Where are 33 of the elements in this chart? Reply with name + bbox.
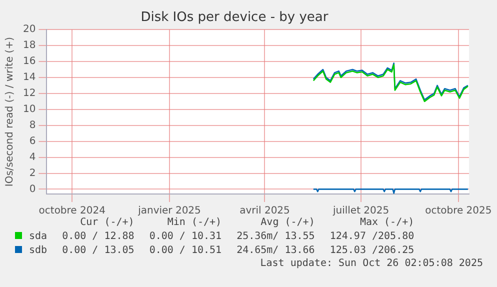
text: Min (-/+) (166, 216, 223, 230)
x-tick-label: octobre 2024 (38, 206, 106, 217)
y-tick-label: 20 (22, 24, 36, 36)
y-tick-label: 8 (29, 120, 36, 131)
legend-label: sda (28, 230, 48, 244)
y-tick-label: 2 (29, 168, 36, 179)
y-tick-label: 12 (22, 88, 36, 100)
text: 0.00 / 12.88 (61, 230, 136, 244)
legend-label: sdb (28, 244, 48, 258)
y-tick-label: 10 (22, 104, 36, 115)
y-tick-label: 18 (22, 40, 36, 52)
chart-title: Disk IOs per device - by year (140, 10, 329, 26)
text: 125.03 /206.25 (328, 244, 416, 258)
text: 0.00 / 10.31 (148, 230, 223, 244)
x-tick-label: janvier 2025 (137, 206, 201, 217)
y-tick-label: 14 (22, 72, 36, 84)
text: Cur (-/+) (79, 216, 136, 230)
text: 0.00 / 10.51 (148, 244, 223, 258)
text: Last update: Sun Oct 26 02:05:08 2025 (259, 258, 484, 270)
text: 0.00 / 13.05 (61, 244, 136, 258)
y-tick-label: 4 (29, 152, 36, 163)
y-axis-title: IOs/second read (-) / write (+) (4, 36, 16, 187)
x-tick-label: juillet 2025 (332, 206, 390, 217)
text: 25.36m/ 13.55 (236, 230, 316, 244)
x-tick-label: avril 2025 (240, 206, 290, 217)
y-tick-label: 0 (29, 184, 36, 195)
text: Avg (-/+) (260, 216, 316, 230)
y-tick-label: 16 (22, 56, 36, 68)
text: 124.97 /205.80 (328, 230, 416, 244)
text: 24.65m/ 13.66 (236, 244, 316, 258)
text: Max (-/+) (358, 216, 416, 230)
x-tick-label: octobre 2025 (425, 206, 492, 217)
y-tick-label: 6 (29, 136, 36, 147)
